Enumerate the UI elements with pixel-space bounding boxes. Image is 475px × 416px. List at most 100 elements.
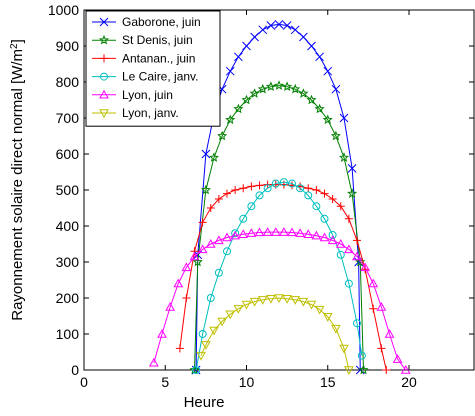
data-point xyxy=(331,324,341,334)
data-point xyxy=(271,179,280,188)
x-tick-label: 5 xyxy=(161,374,169,390)
data-point xyxy=(290,25,300,35)
data-point xyxy=(249,88,260,98)
data-point xyxy=(239,184,248,193)
data-point xyxy=(214,235,224,245)
data-point xyxy=(376,301,387,311)
data-point xyxy=(290,296,301,305)
data-point xyxy=(382,366,391,374)
data-point xyxy=(357,351,366,360)
data-point xyxy=(165,301,175,311)
series-5 xyxy=(196,294,354,376)
y-tick-label: 1000 xyxy=(48,2,79,18)
data-point xyxy=(358,364,369,375)
data-point xyxy=(192,256,203,267)
data-point xyxy=(231,229,240,238)
y-tick-label: 200 xyxy=(56,290,80,306)
data-point xyxy=(322,313,333,322)
data-point xyxy=(314,103,325,114)
data-point xyxy=(279,227,289,236)
data-point xyxy=(274,294,284,304)
data-point xyxy=(339,344,349,354)
data-point xyxy=(100,72,108,81)
data-point xyxy=(344,214,353,223)
data-point xyxy=(225,114,236,125)
y-tick-label: 400 xyxy=(56,218,80,234)
data-point xyxy=(182,294,191,302)
data-point xyxy=(298,88,309,98)
data-point xyxy=(98,34,110,45)
data-point xyxy=(287,227,297,237)
legend-label: Le Caire, janv. xyxy=(122,70,198,84)
data-point xyxy=(347,164,357,173)
data-point xyxy=(233,103,244,114)
data-point xyxy=(242,41,251,51)
data-point xyxy=(320,214,329,223)
data-point xyxy=(175,344,184,353)
x-tick-label: 10 xyxy=(239,374,255,390)
data-point xyxy=(279,178,288,187)
y-axis-label-main: Rayonnement solaire direct normal [W/m xyxy=(9,49,26,321)
y-tick-label: 900 xyxy=(56,38,80,54)
y-tick-label: 700 xyxy=(56,110,80,126)
data-point xyxy=(274,20,284,29)
legend-entry: Le Caire, janv. xyxy=(92,70,198,84)
data-point xyxy=(239,214,248,223)
data-point xyxy=(296,184,305,193)
data-point xyxy=(273,80,285,90)
data-point xyxy=(225,310,236,320)
data-point xyxy=(330,130,341,141)
y-tick-label: 600 xyxy=(56,146,80,162)
data-point xyxy=(214,195,223,203)
legend-entry: St Denis, juin xyxy=(92,33,193,47)
data-point xyxy=(189,364,200,375)
data-point xyxy=(306,300,317,310)
y-tick-label: 100 xyxy=(56,326,80,342)
data-point xyxy=(190,247,199,256)
data-point xyxy=(238,229,249,238)
data-point xyxy=(347,188,358,198)
data-point xyxy=(209,326,219,336)
y-axis-label: Rayonnement solaire direct normal [W/m2] xyxy=(9,39,27,321)
data-point xyxy=(149,357,159,367)
series-3 xyxy=(192,178,366,374)
data-point xyxy=(99,17,109,27)
data-point xyxy=(214,268,223,277)
data-point xyxy=(338,152,350,162)
data-point xyxy=(400,364,411,374)
data-point xyxy=(208,152,220,162)
legend-entry: Gaboronе, juin xyxy=(92,15,201,29)
series-1 xyxy=(189,80,369,375)
data-point xyxy=(205,238,216,248)
data-point xyxy=(360,262,370,272)
data-point xyxy=(369,304,378,313)
data-point xyxy=(328,231,337,239)
series-line xyxy=(195,181,363,371)
data-point xyxy=(331,84,341,94)
data-point xyxy=(368,278,379,288)
series-layer xyxy=(149,20,411,376)
data-point xyxy=(282,21,292,30)
legend-box xyxy=(85,10,221,127)
legend-label: Gaboronе, juin xyxy=(122,15,201,29)
x-tick-label: 0 xyxy=(80,374,88,390)
x-tick-label: 20 xyxy=(401,374,417,390)
legend-label: Lyon, janv. xyxy=(122,106,179,120)
data-point xyxy=(306,94,317,105)
data-point xyxy=(266,295,276,304)
data-point xyxy=(282,295,292,304)
x-axis-label: Heure xyxy=(184,394,225,411)
data-point xyxy=(100,54,108,63)
data-point xyxy=(223,247,231,256)
y-axis-label-superscript: 2 xyxy=(9,43,20,49)
data-point xyxy=(344,279,353,288)
data-point xyxy=(192,366,201,374)
data-point xyxy=(189,251,200,261)
legend-label: Lyon, juin xyxy=(122,88,173,102)
series-4 xyxy=(149,227,411,374)
series-line xyxy=(200,297,350,371)
data-point xyxy=(319,232,330,242)
data-point xyxy=(198,330,207,338)
data-point xyxy=(247,182,256,191)
y-tick-label: 500 xyxy=(56,182,80,198)
